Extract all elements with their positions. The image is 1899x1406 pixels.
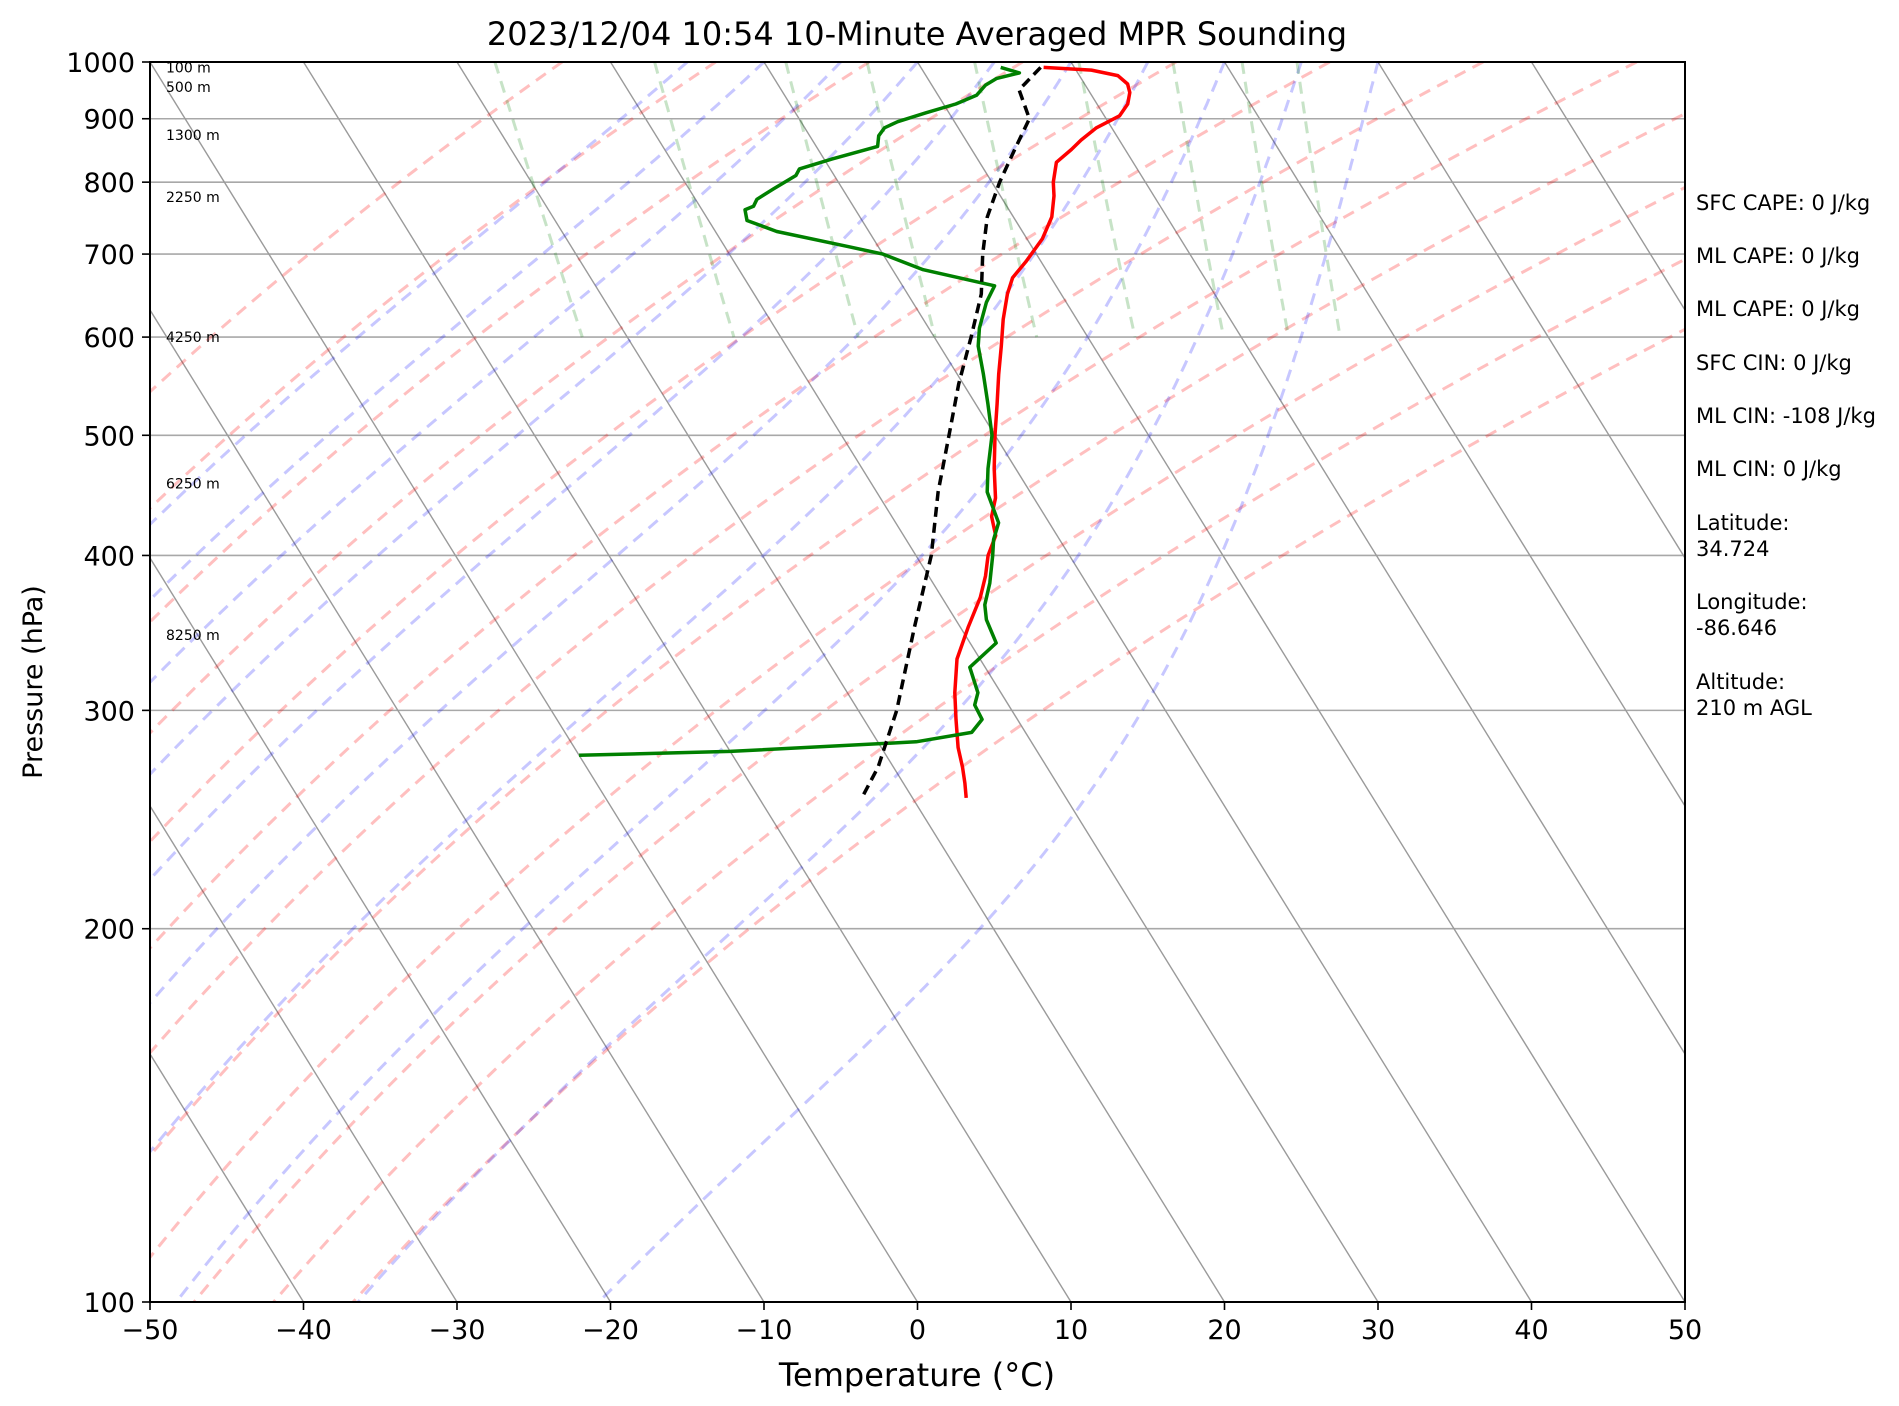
height-label: 500 m xyxy=(166,80,211,96)
moist-adiabat-line xyxy=(150,62,689,527)
height-label: 8250 m xyxy=(166,628,220,644)
x-tick-label: −50 xyxy=(122,1315,179,1346)
isotherm-line xyxy=(609,62,1379,1302)
isotherm-line xyxy=(456,62,1226,1302)
x-tick-label: −40 xyxy=(275,1315,332,1346)
dry-adiabat-line xyxy=(351,327,1685,1302)
moist-adiabat-line xyxy=(150,62,919,777)
latitude-text: Latitude: 34.724 xyxy=(1696,511,1790,561)
y-axis: 1000 900 800 700 600 500 400 300 200 100 xyxy=(66,48,150,1319)
moist-adiabat-line xyxy=(150,62,1150,1155)
mixing-ratio-line xyxy=(973,62,1039,338)
x-tick-label: −10 xyxy=(736,1315,793,1346)
y-tick-label: 700 xyxy=(83,240,135,271)
mixing-ratio-line xyxy=(1240,62,1291,338)
x-tick-label: −20 xyxy=(582,1315,639,1346)
dry-adiabat-line xyxy=(150,62,1484,1056)
sfc-cape-text: SFC CAPE: 0 J/kg xyxy=(1696,191,1871,215)
mixing-ratio-line xyxy=(1171,62,1226,338)
isotherm-line xyxy=(1223,62,1685,808)
isotherm-line xyxy=(1377,62,1685,560)
y-tick-label: 800 xyxy=(83,168,135,199)
ml-cin-text: ML CIN: -108 J/kg xyxy=(1696,404,1876,428)
y-tick-label: 300 xyxy=(83,696,135,727)
x-tick-label: 50 xyxy=(1668,1315,1702,1346)
isotherm-line xyxy=(916,62,1685,1302)
isotherm-line xyxy=(763,62,1533,1302)
x-tick-label: 40 xyxy=(1514,1315,1548,1346)
moist-adiabat-line xyxy=(150,62,842,685)
chart-title: 2023/12/04 10:54 10-Minute Averaged MPR … xyxy=(487,15,1347,53)
isotherm-line xyxy=(150,556,612,1302)
profile-lines xyxy=(579,65,1132,799)
longitude-text: Longitude: -86.646 xyxy=(1696,590,1808,640)
dewpoint-profile-line xyxy=(579,65,1022,758)
altitude-text: Altitude: 210 m AGL xyxy=(1696,670,1812,720)
moist-adiabat-line xyxy=(174,62,1226,1302)
x-axis: −50 −40 −30 −20 −10 0 10 20 30 40 50 xyxy=(122,1302,1702,1346)
height-label: 2250 m xyxy=(166,190,220,206)
isotherm-line xyxy=(302,62,1072,1302)
isotherm-line xyxy=(150,308,765,1302)
mixing-ratio-line xyxy=(784,62,860,338)
mixing-ratio-line xyxy=(493,62,584,338)
moist-adiabat-line xyxy=(597,62,1380,1302)
y-tick-label: 100 xyxy=(83,1288,135,1319)
mixing-ratio-line xyxy=(653,62,736,338)
sfc-cin-text: SFC CIN: 0 J/kg xyxy=(1696,351,1852,375)
height-label: 1300 m xyxy=(166,128,220,144)
y-tick-label: 200 xyxy=(83,915,135,946)
mu-cape-text: ML CAPE: 0 J/kg xyxy=(1696,297,1861,321)
height-label: 6250 m xyxy=(166,477,220,493)
temperature-profile-line xyxy=(953,65,1132,799)
x-axis-label: Temperature (°C) xyxy=(778,1356,1055,1394)
moist-adiabat-line xyxy=(356,62,1303,1302)
height-label: 100 m xyxy=(166,60,211,76)
dry-adiabat-line xyxy=(150,112,1685,1260)
ml-cape-text: ML CAPE: 0 J/kg xyxy=(1696,244,1861,268)
isotherm-line xyxy=(150,804,458,1302)
y-tick-label: 500 xyxy=(83,421,135,452)
isotherm-line xyxy=(150,62,919,1302)
y-axis-label: Pressure (hPa) xyxy=(18,585,49,779)
dry-adiabat-line xyxy=(150,62,1024,736)
dry-adiabat-line xyxy=(150,62,563,394)
x-tick-label: 10 xyxy=(1054,1315,1088,1346)
mu-cin-text: ML CIN: 0 J/kg xyxy=(1696,457,1842,481)
mixing-ratio-line xyxy=(1295,62,1342,338)
moist-adiabat-line xyxy=(150,62,766,603)
isotherm-line xyxy=(1530,62,1685,312)
x-tick-label: 30 xyxy=(1361,1315,1395,1346)
height-labels: 8250 m 6250 m 4250 m 2250 m 1300 m 500 m 100 m xyxy=(166,60,220,644)
y-tick-label: 900 xyxy=(83,105,135,136)
y-tick-label: 400 xyxy=(83,541,135,572)
mixing-ratio-line xyxy=(1077,62,1137,338)
moist-adiabat-line xyxy=(150,62,996,882)
parcel-profile-line xyxy=(860,66,1042,799)
mixing-ratio-line xyxy=(865,62,937,338)
isotherm-line xyxy=(150,1052,305,1302)
dry-adiabat-line xyxy=(192,185,1685,1302)
isotherm-line xyxy=(1070,62,1685,1056)
background-lines xyxy=(150,62,1685,1302)
dry-adiabat-line xyxy=(150,62,1177,844)
dry-adiabat-line xyxy=(150,62,870,624)
x-tick-label: −30 xyxy=(429,1315,486,1346)
x-tick-label: 0 xyxy=(909,1315,926,1346)
x-tick-label: 20 xyxy=(1207,1315,1241,1346)
height-label: 4250 m xyxy=(166,330,220,346)
dry-adiabat-line xyxy=(150,62,1331,951)
y-tick-label: 600 xyxy=(83,323,135,354)
y-tick-label: 1000 xyxy=(66,48,135,79)
